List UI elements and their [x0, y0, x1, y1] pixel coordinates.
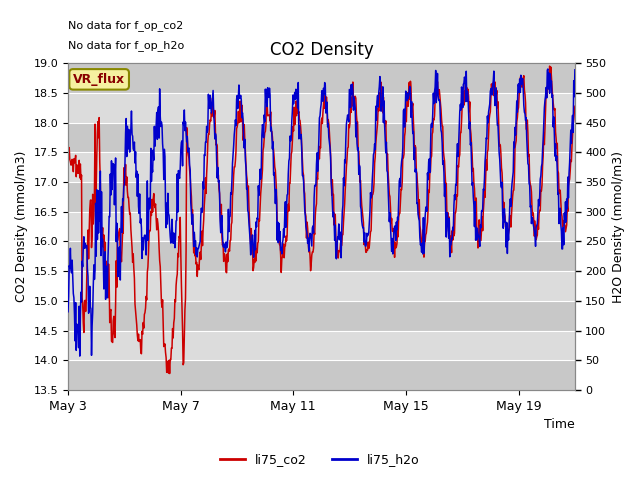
Legend: li75_co2, li75_h2o: li75_co2, li75_h2o: [215, 448, 425, 471]
Text: No data for f_op_h2o: No data for f_op_h2o: [68, 40, 184, 51]
Bar: [68, 301, 575, 331]
Text: No data for f_op_co2: No data for f_op_co2: [68, 21, 183, 31]
Bar: [68, 212, 575, 241]
Y-axis label: CO2 Density (mmol/m3): CO2 Density (mmol/m3): [15, 151, 28, 302]
Bar: [68, 182, 575, 212]
Title: CO2 Density: CO2 Density: [269, 41, 373, 59]
Bar: [68, 271, 575, 301]
Text: VR_flux: VR_flux: [73, 73, 125, 86]
Bar: [68, 360, 575, 390]
X-axis label: Time: Time: [544, 419, 575, 432]
Bar: [68, 122, 575, 152]
Bar: [68, 241, 575, 271]
Y-axis label: H2O Density (mmol/m3): H2O Density (mmol/m3): [612, 151, 625, 302]
Bar: [68, 152, 575, 182]
Bar: [68, 63, 575, 93]
Bar: [68, 93, 575, 122]
Bar: [68, 331, 575, 360]
